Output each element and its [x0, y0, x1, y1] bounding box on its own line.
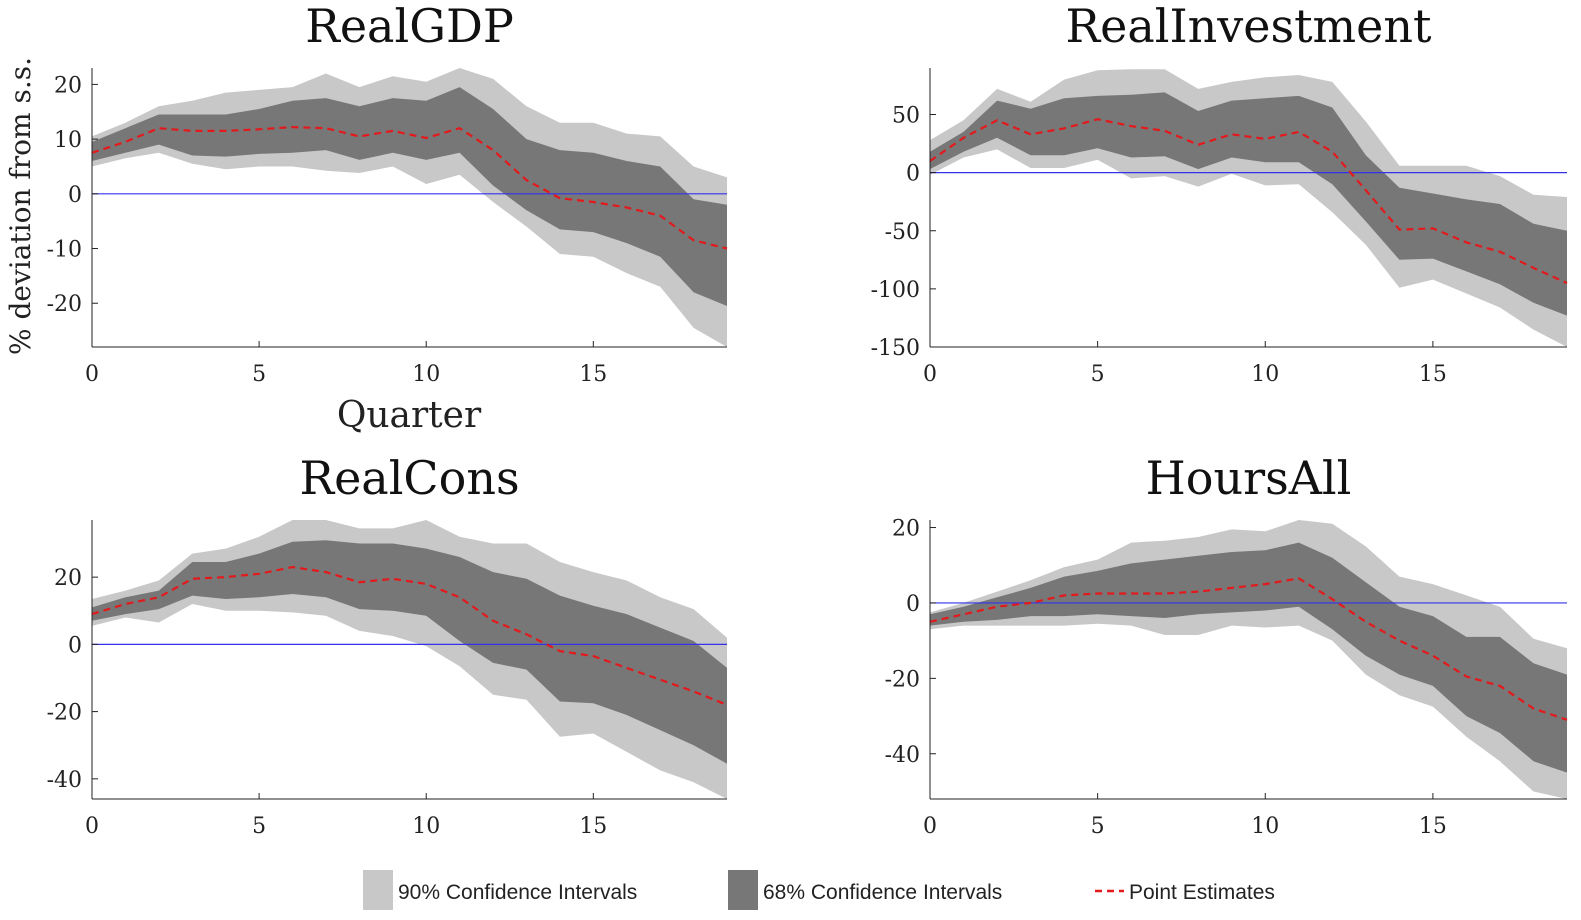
- y-tick-label: -20: [47, 292, 82, 317]
- chart-panel-2: 0 5 10 15 50 0 -50 -100 -150 RealInvestment: [871, 0, 1568, 387]
- legend-swatch-ci68: [728, 870, 758, 910]
- y-tick-label: 20: [54, 73, 82, 98]
- x-tick-label: 0: [85, 362, 99, 387]
- point-estimate-line: [929, 118, 1568, 285]
- x-tick-label: 10: [1251, 362, 1279, 387]
- x-tick-label: 15: [579, 814, 607, 839]
- point-estimate-line: [929, 577, 1568, 721]
- y-tick-label: -20: [47, 701, 82, 726]
- x-tick-label: 0: [923, 362, 937, 387]
- legend-swatch-ci90: [363, 870, 393, 910]
- y-tick-label: -10: [47, 238, 82, 263]
- y-tick-label: 20: [54, 566, 82, 591]
- y-tick-label: 0: [906, 162, 920, 187]
- y-tick-label: 0: [68, 183, 82, 208]
- legend-label-ci68: 68% Confidence Intervals: [763, 881, 1002, 904]
- chart-title: HoursAll: [1146, 451, 1352, 505]
- x-tick-label: 15: [1419, 362, 1447, 387]
- y-tick-label: -100: [871, 278, 920, 303]
- x-tick-label: 5: [1091, 814, 1105, 839]
- y-tick-label: 0: [68, 633, 82, 658]
- point-estimate-line: [91, 125, 728, 250]
- legend: 90% Confidence Intervals 68% Confidence …: [363, 870, 1275, 910]
- chart-panel-3: 0 5 10 15 20 0 -20 -40 RealCons: [47, 451, 728, 839]
- x-tick-label: 5: [252, 362, 266, 387]
- shared-x-axis-label: Quarter: [337, 395, 482, 436]
- ci68-band: [930, 92, 1567, 316]
- y-tick-label: 10: [54, 128, 82, 153]
- y-tick-label: -40: [885, 743, 920, 768]
- x-tick-label: 15: [579, 362, 607, 387]
- y-tick-label: -50: [885, 220, 920, 245]
- y-tick-label: -20: [885, 667, 920, 692]
- x-tick-label: 10: [412, 814, 440, 839]
- y-tick-label: -40: [47, 768, 82, 793]
- chart-title: RealCons: [299, 451, 519, 505]
- ci68-band: [92, 540, 727, 764]
- legend-label-point: Point Estimates: [1129, 881, 1275, 904]
- x-tick-label: 10: [412, 362, 440, 387]
- chart-title: RealInvestment: [1065, 0, 1432, 53]
- chart-title: RealGDP: [305, 0, 514, 53]
- chart-panel-1: 0 5 10 15 20 10 0 -10 -20 RealGDP: [47, 0, 728, 387]
- x-tick-label: 15: [1419, 814, 1447, 839]
- x-tick-label: 10: [1251, 814, 1279, 839]
- ci68-band: [930, 542, 1567, 773]
- x-tick-label: 0: [923, 814, 937, 839]
- x-tick-label: 0: [85, 814, 99, 839]
- x-tick-label: 5: [1091, 362, 1105, 387]
- chart-panel-4: 0 5 10 15 20 0 -20 -40 HoursAll: [885, 451, 1568, 839]
- y-tick-label: -150: [871, 336, 920, 361]
- shared-y-axis-label: % deviation from s.s.: [4, 57, 37, 355]
- ci68-band: [92, 87, 727, 306]
- y-tick-label: 20: [892, 517, 920, 542]
- point-estimate-line: [91, 565, 728, 706]
- x-tick-label: 5: [252, 814, 266, 839]
- y-tick-label: 0: [906, 592, 920, 617]
- legend-label-ci90: 90% Confidence Intervals: [398, 881, 637, 904]
- y-tick-label: 50: [892, 104, 920, 129]
